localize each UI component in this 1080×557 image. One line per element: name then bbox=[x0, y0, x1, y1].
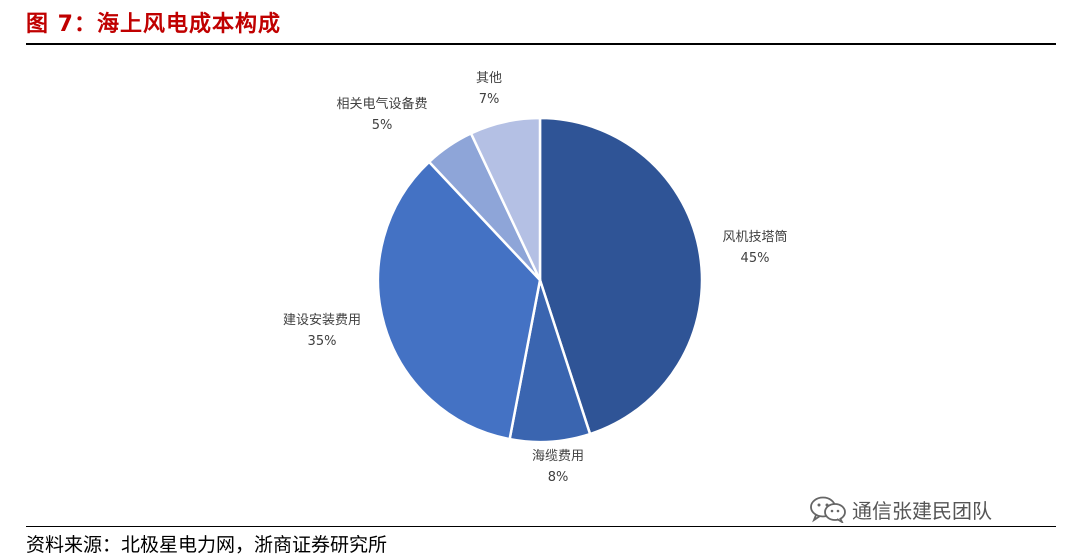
figure-title: 图 7：海上风电成本构成 bbox=[26, 12, 281, 37]
wechat-icon bbox=[810, 496, 846, 523]
slice-name-label: 建设安装费用 bbox=[283, 313, 361, 328]
bottom-rule bbox=[26, 526, 1056, 527]
source-note: 资料来源：北极星电力网，浙商证券研究所 bbox=[26, 534, 388, 556]
slice-name-label: 风机技塔筒 bbox=[722, 229, 787, 245]
watermark-text: 通信张建民团队 bbox=[852, 498, 992, 523]
slice-name-label: 海缆费用 bbox=[532, 448, 584, 464]
slice-value-label: 35% bbox=[308, 334, 337, 349]
top-rule bbox=[26, 43, 1056, 45]
slice-value-label: 8% bbox=[548, 470, 569, 485]
pie-slice-3 bbox=[376, 160, 542, 441]
slice-name-label: 其他 bbox=[476, 71, 502, 86]
slice-value-label: 7% bbox=[479, 92, 500, 107]
slice-value-label: 45% bbox=[741, 251, 770, 266]
pie-slice-1 bbox=[538, 116, 704, 436]
slice-name-label: 相关电气设备费 bbox=[336, 96, 427, 112]
slice-value-label: 5% bbox=[372, 118, 393, 133]
watermark: 通信张建民团队 bbox=[808, 494, 992, 524]
pie-slice-5 bbox=[469, 116, 542, 282]
